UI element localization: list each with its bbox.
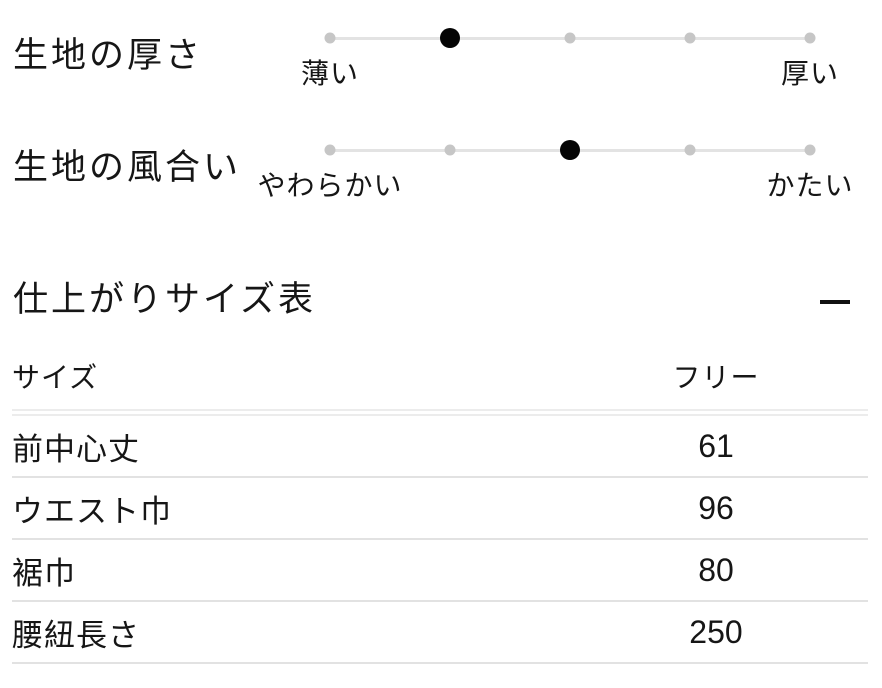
minus-icon[interactable]	[820, 300, 850, 304]
scale-dot	[444, 144, 456, 156]
scale-min-label: 薄い	[300, 58, 360, 89]
size-column-header: サイズ	[12, 362, 99, 393]
size-table-accordion-header[interactable]: 仕上がりサイズ表	[0, 282, 882, 322]
scale-title: 生地の風合い	[13, 148, 242, 187]
scale-dot	[560, 140, 580, 160]
fabric-texture-scale: 生地の風合い やわらかい かたい	[0, 139, 882, 244]
table-row: ウエスト巾 96	[12, 478, 868, 540]
size-table: 前中心丈 61 ウエスト巾 96 裾巾 80 腰紐長さ 250	[12, 416, 868, 664]
scale-dot	[324, 144, 336, 156]
measurement-value: 80	[698, 551, 734, 588]
scale-dot	[440, 28, 460, 48]
scale-title: 生地の厚さ	[13, 36, 204, 75]
measurement-value: 250	[689, 613, 743, 650]
header-divider	[12, 409, 868, 416]
size-table-section-title: 仕上がりサイズ表	[13, 280, 316, 319]
fabric-thickness-scale: 生地の厚さ 薄い 厚い	[0, 27, 882, 132]
measurement-label: 腰紐長さ	[12, 617, 140, 653]
measurement-value: 61	[698, 427, 734, 464]
scale-min-label: やわらかい	[257, 170, 403, 201]
scale-dot	[324, 32, 336, 44]
scale-max-label: 厚い	[780, 58, 840, 89]
table-row: 裾巾 80	[12, 540, 868, 602]
free-size-column-header: フリー	[672, 362, 760, 393]
scale-dot	[804, 32, 816, 44]
table-row: 前中心丈 61	[12, 416, 868, 478]
measurement-label: ウエスト巾	[12, 493, 172, 529]
scale-dot	[684, 144, 696, 156]
scale-dot	[684, 32, 696, 44]
measurement-label: 裾巾	[12, 555, 76, 591]
scale-dot	[804, 144, 816, 156]
scale-max-label: かたい	[766, 170, 854, 201]
table-row: 腰紐長さ 250	[12, 602, 868, 664]
scale-dot	[564, 32, 576, 44]
measurement-label: 前中心丈	[12, 431, 140, 467]
size-table-header: サイズ フリー	[12, 361, 868, 395]
measurement-value: 96	[698, 489, 734, 526]
